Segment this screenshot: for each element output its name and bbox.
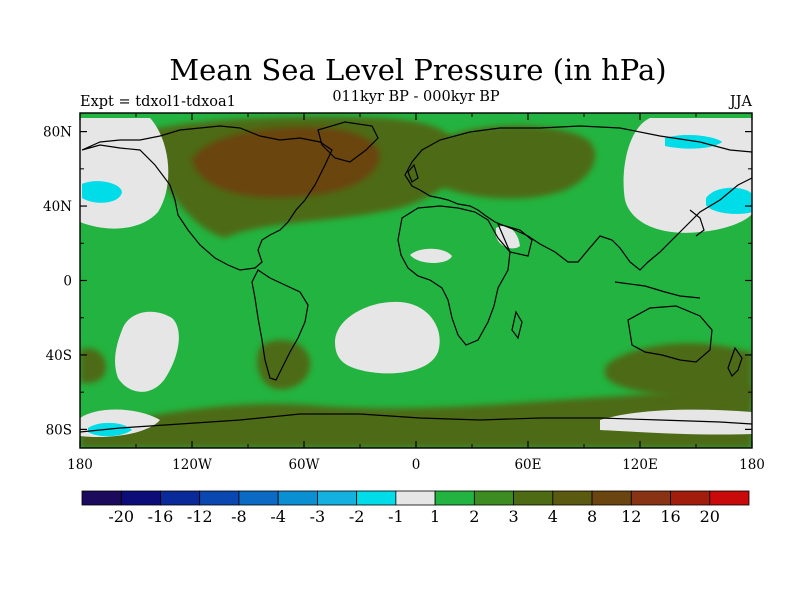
colorbar-swatch [630,490,671,506]
x-tick-label: 60E [514,457,541,473]
season-label: JJA [728,94,753,110]
region-australia-brown [604,343,752,401]
colorbar-swatch [709,490,750,506]
colorbar-label: 4 [548,507,558,526]
y-tick-label: 0 [63,274,72,290]
x-tick-label: 0 [412,457,421,473]
colorbar-label: -8 [231,507,247,526]
x-tick-label: 180 [739,457,765,473]
region-south-pacific-grey [115,311,179,392]
coastline-arabia [496,223,533,257]
coastline-madagascar [511,310,523,340]
region-atlantic-grey-patch [410,248,452,263]
region-southern-ocean-band [80,385,752,448]
colorbar-label: 16 [660,507,680,526]
coastline-antarctica [80,413,752,433]
colorbar-swatch [356,490,397,506]
x-tick-label: 180 [67,457,93,473]
chart-title: Mean Sea Level Pressure (in hPa) [169,53,666,87]
map-panel: 180 120W 60W 0 60E 120E 180 80N 40N 0 40S 80S [43,112,765,473]
y-axis: 80N 40N 0 40S 80S [43,125,752,438]
colorbar-swatch [591,490,632,506]
coastline-north-america [81,125,333,271]
colorbar-label: 20 [700,507,720,526]
colorbar-swatch [513,490,554,506]
colorbar-swatch [473,490,514,506]
region-south-atlantic-grey [335,301,440,374]
colorbar-label: 1 [430,507,440,526]
colorbar-swatch [81,490,122,506]
y-tick-label: 80S [46,422,72,438]
colorbar: -20 -16 -12 -8 -4 -3 -2 -1 1 2 3 4 8 12 16 20 [81,490,750,526]
coastline-uk [407,163,419,183]
colorbar-swatch [199,490,240,506]
colorbar-label: -1 [388,507,404,526]
colorbar-label: -2 [349,507,365,526]
coastlines [80,121,752,433]
colorbar-label: 12 [621,507,641,526]
x-tick-label: 120W [172,457,212,473]
colorbar-swatch [238,490,279,506]
x-tick-label: 60W [288,457,319,473]
period-label: 011kyr BP - 000kyr BP [332,89,500,105]
coastline-eurasia [404,125,752,271]
colorbar-label: -20 [108,507,134,526]
coastline-africa [397,205,511,346]
coastline-greenland [317,121,379,163]
experiment-label: Expt = tdxol1-tdxoa1 [80,94,236,110]
coastline-japan [689,209,705,237]
colorbar-swatch [160,490,201,506]
region-nw-pacific-cyan [706,187,752,214]
y-tick-label: 40N [43,199,72,215]
region-antarctic-grey-patch [600,409,752,435]
x-tick-label: 120E [622,457,658,473]
region-north-atlantic-core [192,127,380,198]
colorbar-label: -12 [187,507,213,526]
colorbar-swatch [277,490,318,506]
colorbar-swatch [395,490,436,506]
colorbar-label: -3 [310,507,326,526]
colorbar-label: 3 [508,507,518,526]
colorbar-swatch [120,490,161,506]
coastline-south-america [251,269,309,381]
coastline-new-zealand [727,346,743,378]
colorbar-swatch [317,490,358,506]
region-west-pacific-brown [80,348,107,384]
colorbar-label: -4 [270,507,286,526]
colorbar-label: 8 [587,507,597,526]
y-tick-label: 80N [43,125,72,141]
region-north-pacific-cyan [82,181,122,203]
region-siberian-brown [422,125,596,199]
coastline-australia [627,305,713,363]
colorbar-label: 2 [469,507,479,526]
colorbar-swatch [670,490,711,506]
x-axis: 180 120W 60W 0 60E 120E 180 [67,113,765,473]
colorbar-label: -16 [148,507,174,526]
colorbar-swatch [434,490,475,506]
coastline-indonesia [614,281,701,299]
region-north-pacific-grey [80,118,169,229]
y-tick-label: 40S [46,348,72,364]
colorbar-swatch [552,490,593,506]
